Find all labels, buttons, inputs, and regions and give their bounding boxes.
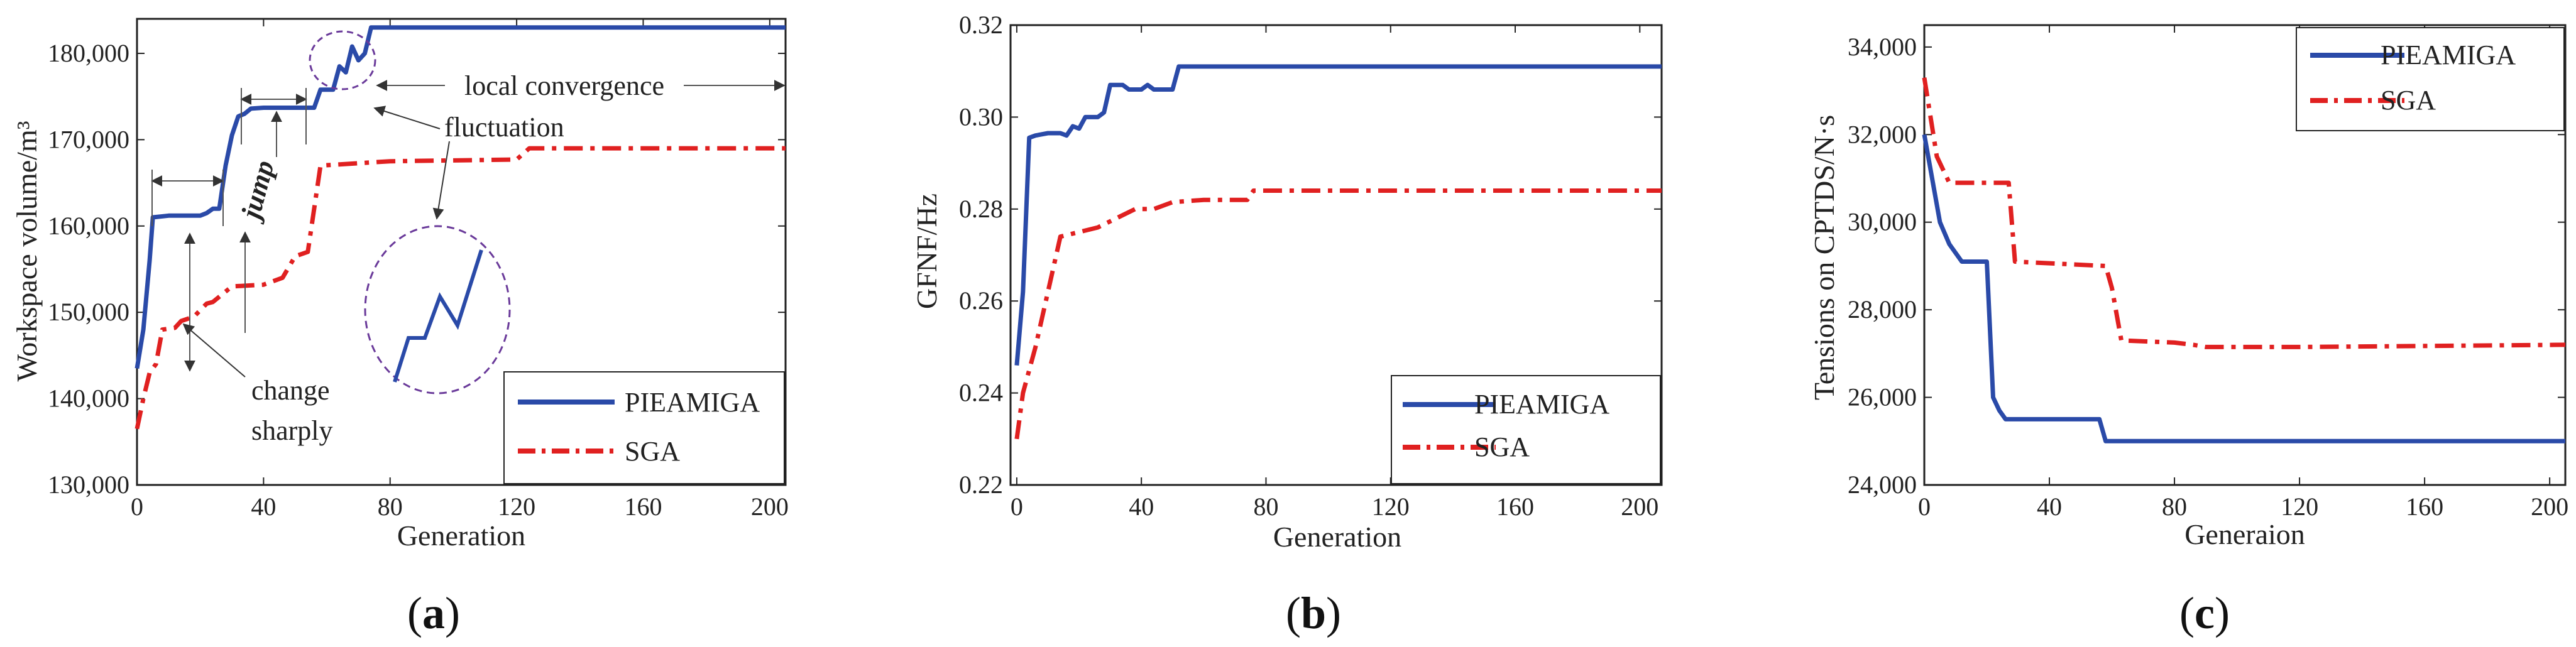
legend-b-label-1: SGA — [1474, 432, 1530, 462]
y-tick-label-b-4: 0.30 — [959, 102, 1003, 131]
legend-a: PIEAMIGA SGA — [503, 371, 785, 484]
annotation-fluctuation: fluctuation — [309, 30, 564, 394]
y-tick-label-a-0: 130,000 — [48, 470, 129, 499]
xlabel-b: Generation — [1273, 521, 1401, 553]
x-tick-label-b-1: 40 — [1129, 492, 1154, 521]
x-tick-label-a-1: 40 — [251, 492, 276, 521]
y-tick-label-b-5: 0.32 — [959, 11, 1003, 39]
series-line-a-1 — [134, 146, 786, 430]
legend-c-label-0: PIEAMIGA — [2381, 40, 2516, 70]
annotation-change-label: change — [251, 375, 330, 406]
y-tick-label-b-3: 0.28 — [959, 195, 1003, 223]
x-tick-label-a-5: 200 — [751, 492, 789, 521]
xlabel-c: Generaion — [2184, 518, 2305, 550]
y-tick-label-c-4: 32,000 — [1848, 120, 1917, 148]
ylabel-b: GFNF/Hz — [911, 193, 943, 309]
y-tick-label-a-5: 180,000 — [48, 39, 129, 67]
legend-c: PIEAMIGA SGA — [2296, 27, 2565, 131]
annotation-jump-brackets — [151, 88, 307, 372]
lines-b — [1014, 64, 1662, 440]
legend-b: PIEAMIGA SGA — [1391, 375, 1661, 484]
y-tick-label-a-1: 140,000 — [48, 384, 129, 413]
panel-b: 0 40 80 120 160 200 0.22 0.24 0.26 0.28 0.30 0.32 P… — [911, 11, 1663, 638]
ticks-b: 0 40 80 120 160 200 0.22 0.24 0.26 0.28 0.30 0.32 — [959, 11, 1662, 521]
plot-frame-b — [1009, 24, 1663, 486]
x-tick-label-c-3: 120 — [2281, 492, 2318, 521]
x-tick-label-b-5: 200 — [1621, 492, 1658, 521]
annotation-local-convergence-label: local convergence — [464, 70, 664, 101]
y-tick-label-b-1: 0.24 — [959, 379, 1003, 407]
legend-c-label-1: SGA — [2381, 85, 2436, 116]
x-tick-label-b-0: 0 — [1011, 492, 1023, 521]
ylabel-c: Tensions on CPTDS/N·s — [1808, 115, 1840, 400]
panel-a: 0 40 80 120 160 200 130,000 140,000 150,000 160,0… — [11, 18, 789, 638]
y-tick-label-c-1: 26,000 — [1848, 383, 1917, 411]
y-tick-label-a-4: 170,000 — [48, 125, 129, 153]
ylabel-a: Workspace volume/m³ — [11, 121, 43, 381]
series-line-b-0 — [1014, 64, 1662, 366]
x-tick-label-c-1: 40 — [2037, 492, 2062, 521]
x-tick-label-b-3: 120 — [1372, 492, 1410, 521]
panel-label-a: (a) — [407, 588, 460, 638]
ticks-c: 0 40 80 120 160 200 24,000 26,000 28,000 30,000 32… — [1848, 25, 2568, 521]
ticks-a: 0 40 80 120 160 200 130,000 140,000 150,000 160,0… — [48, 19, 789, 521]
annotation-fluctuation-label: fluctuation — [444, 112, 564, 143]
panel-label-c: (c) — [2179, 588, 2230, 638]
x-tick-label-a-0: 0 — [131, 492, 143, 521]
x-tick-label-c-4: 160 — [2406, 492, 2443, 521]
x-tick-label-a-2: 80 — [378, 492, 403, 521]
legend-a-label-1: SGA — [625, 436, 680, 467]
panel-c: 0 40 80 120 160 200 24,000 26,000 28,000 30,000 32… — [1808, 24, 2568, 638]
panel-label-b: (b) — [1286, 588, 1341, 638]
annotation-local-convergence: local convergence — [376, 68, 786, 103]
x-tick-label-b-2: 80 — [1253, 492, 1278, 521]
x-tick-label-c-5: 200 — [2531, 492, 2568, 521]
plot-frame-a — [136, 18, 787, 486]
y-tick-label-c-3: 30,000 — [1848, 208, 1917, 236]
series-line-c-1 — [1922, 77, 2566, 349]
series-line-b-1 — [1014, 188, 1662, 440]
lines-c — [1922, 77, 2566, 443]
fluctuation-zoom-line — [393, 249, 483, 383]
y-tick-label-c-0: 24,000 — [1848, 470, 1917, 499]
legend-b-label-0: PIEAMIGA — [1474, 389, 1609, 420]
series-line-c-0 — [1922, 134, 2565, 443]
legend-a-label-0: PIEAMIGA — [625, 387, 760, 418]
series-line-a-0 — [134, 25, 786, 369]
y-tick-label-b-0: 0.22 — [959, 470, 1003, 499]
plot-frame-c — [1923, 24, 2567, 486]
y-tick-label-c-2: 28,000 — [1848, 295, 1917, 324]
x-tick-label-a-3: 120 — [498, 492, 535, 521]
y-tick-label-a-3: 160,000 — [48, 212, 129, 240]
xlabel-a: Generation — [397, 519, 525, 552]
annotation-jump: jump — [234, 157, 280, 225]
y-tick-label-b-2: 0.26 — [959, 286, 1003, 315]
x-tick-label-b-4: 160 — [1496, 492, 1534, 521]
y-tick-label-c-5: 34,000 — [1848, 33, 1917, 61]
x-tick-label-a-4: 160 — [624, 492, 662, 521]
y-tick-label-a-2: 150,000 — [48, 298, 129, 326]
lines-a — [134, 25, 786, 430]
x-tick-label-c-2: 80 — [2162, 492, 2187, 521]
annotation-change-sharply: change sharply — [182, 323, 333, 446]
annotation-sharply-label: sharply — [251, 415, 333, 446]
x-tick-label-c-0: 0 — [1918, 492, 1931, 521]
